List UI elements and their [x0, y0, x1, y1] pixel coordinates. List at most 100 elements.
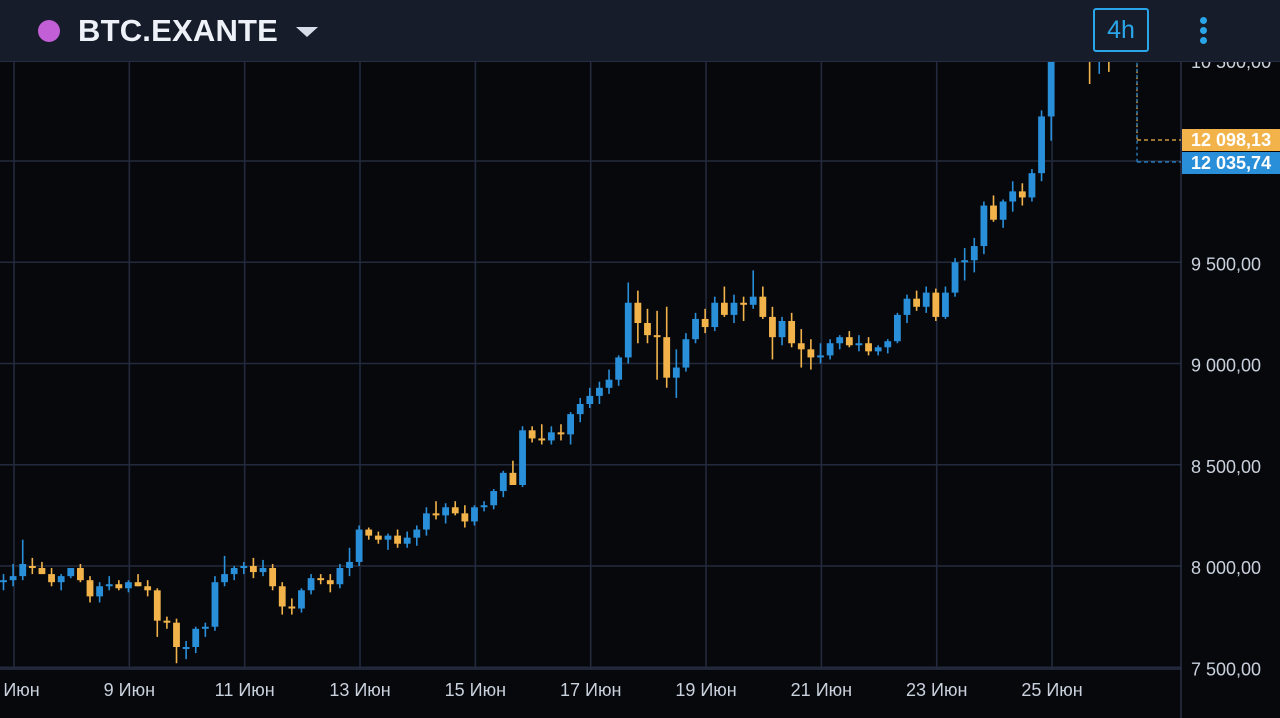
- candle: [1009, 181, 1017, 212]
- candle-body: [557, 432, 565, 435]
- candle: [57, 574, 65, 591]
- candle: [288, 598, 296, 615]
- candle-body: [307, 578, 315, 591]
- candle: [922, 286, 930, 313]
- candle-body: [163, 620, 171, 623]
- candle-body: [855, 343, 863, 346]
- candle: [509, 460, 517, 485]
- time-axis-label: 21 Июн: [791, 680, 852, 700]
- time-axis-label: 9 Июн: [104, 680, 155, 700]
- candle-body: [403, 537, 411, 544]
- candle-body: [413, 529, 421, 538]
- candle: [307, 574, 315, 595]
- candle: [19, 539, 27, 581]
- candle-body: [970, 246, 978, 261]
- candle-body: [942, 292, 949, 317]
- candle: [1018, 183, 1026, 206]
- candle-body: [96, 586, 104, 597]
- candle-body: [740, 302, 747, 305]
- candle-body: [336, 568, 344, 585]
- time-axis-label: 11 Июн: [215, 680, 275, 700]
- candle: [403, 531, 411, 548]
- time-axis-label: 7 Июн: [0, 680, 40, 700]
- candle: [211, 576, 219, 631]
- candle-body: [538, 438, 546, 441]
- candle: [692, 312, 699, 344]
- candle: [182, 640, 190, 660]
- candle: [769, 306, 776, 360]
- candle: [730, 294, 738, 323]
- candle-body: [192, 628, 200, 647]
- candle: [596, 381, 603, 404]
- candle: [1108, 62, 1110, 72]
- candle-body: [326, 580, 334, 585]
- candle-body: [355, 529, 363, 562]
- candle-body: [182, 647, 190, 649]
- time-axis-label: 23 Июн: [906, 680, 967, 700]
- candle-body: [461, 513, 469, 522]
- candle-body: [634, 302, 642, 323]
- candle: [384, 533, 392, 550]
- timeframe-button[interactable]: 4h: [1093, 8, 1149, 52]
- candle: [442, 503, 450, 524]
- candle-body: [153, 590, 161, 621]
- candle: [903, 294, 911, 323]
- price-axis-label: 9 000,00: [1191, 356, 1261, 376]
- candle-body: [67, 568, 75, 577]
- candlestick-chart[interactable]: 12 500,0011 500,0011 000,0010 500,0010 0…: [0, 62, 1280, 718]
- candle-body: [567, 414, 574, 435]
- candle-body: [240, 566, 248, 569]
- candle-body: [1047, 62, 1055, 117]
- chevron-down-icon[interactable]: [296, 27, 318, 37]
- candle-body: [596, 387, 603, 396]
- candle-body: [999, 201, 1007, 220]
- candle-body: [778, 320, 786, 338]
- candle-body: [499, 472, 507, 492]
- candle: [749, 270, 757, 309]
- candle: [653, 310, 661, 380]
- candle-body: [48, 574, 55, 583]
- candle-body: [720, 302, 728, 315]
- price-axis-label: 8 500,00: [1191, 457, 1261, 477]
- candle: [1047, 62, 1055, 141]
- candle: [999, 199, 1007, 228]
- candle: [192, 626, 200, 654]
- candle-body: [432, 513, 440, 516]
- candle-body: [451, 507, 459, 514]
- candle-body: [624, 302, 632, 358]
- vertical-dots-icon[interactable]: [1192, 14, 1216, 48]
- candle: [538, 424, 546, 445]
- time-axis-label: 25 Июн: [1021, 680, 1082, 700]
- time-axis[interactable]: 7 Июн 9 Июн 11 Июн 13 Июн 15 Июн 17 Июн 19 Июн…: [0, 680, 1083, 700]
- candle-body: [922, 292, 930, 307]
- candle: [365, 527, 373, 540]
- candle-body: [865, 343, 872, 352]
- candle: [480, 501, 488, 512]
- candle-body: [519, 430, 526, 485]
- candle: [874, 345, 882, 356]
- price-tag-ask-label: 12 098,13: [1191, 130, 1271, 150]
- candle-body: [250, 566, 257, 573]
- time-axis-label: 17 Июн: [560, 680, 621, 700]
- candle-body: [903, 298, 911, 315]
- candle-body: [115, 584, 123, 589]
- candle: [86, 576, 94, 603]
- price-tag-bid-label: 12 035,74: [1191, 153, 1271, 173]
- candle: [269, 563, 277, 591]
- candle: [547, 426, 555, 445]
- candle-body: [653, 335, 661, 338]
- candle-body: [730, 302, 738, 315]
- candle-body: [480, 505, 488, 508]
- candle-body: [692, 318, 699, 340]
- candle: [605, 369, 613, 394]
- candle: [634, 290, 642, 344]
- candle-body: [394, 535, 401, 544]
- candle: [893, 312, 901, 344]
- candle-body: [423, 513, 430, 530]
- candle: [586, 387, 594, 409]
- candle-body: [605, 379, 613, 388]
- candle-body: [893, 314, 901, 342]
- candle: [826, 339, 834, 360]
- candle: [336, 563, 344, 589]
- symbol-name[interactable]: BTC.EXANTE: [78, 13, 279, 48]
